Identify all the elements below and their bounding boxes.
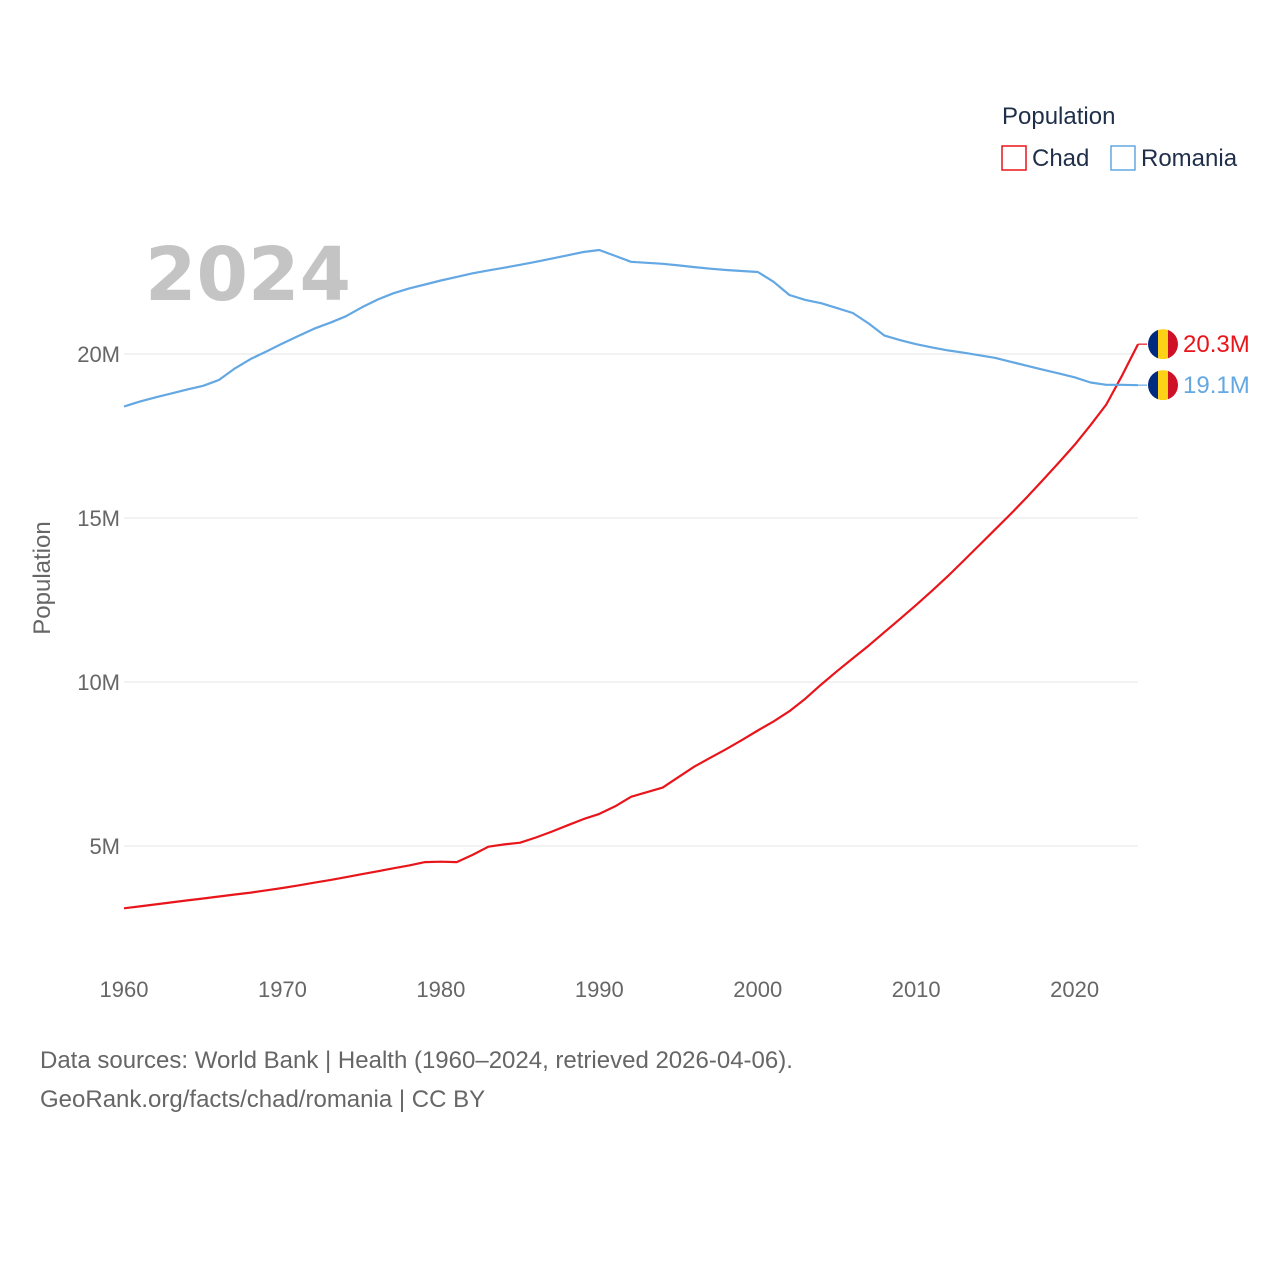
y-tick-label: 20M	[77, 342, 120, 367]
y-axis-title: Population	[29, 521, 56, 634]
x-tick-label: 2010	[892, 977, 941, 1002]
flag-icon	[1148, 370, 1178, 401]
x-tick-label: 2020	[1050, 977, 1099, 1002]
legend-item-chad[interactable]: Chad	[1001, 145, 1089, 172]
x-tick-label: 1970	[258, 977, 307, 1002]
legend-label-romania: Romania	[1141, 145, 1238, 172]
legend-swatch-romania	[1110, 145, 1136, 171]
end-value-label-chad: 20.3M	[1183, 331, 1250, 358]
flag-icon	[1148, 329, 1178, 360]
legend-title: Population	[1002, 103, 1115, 130]
x-tick-label: 1980	[416, 977, 465, 1002]
end-value-label-romania: 19.1M	[1183, 372, 1250, 399]
legend: Population Chad Romania	[1001, 103, 1238, 172]
x-tick-label: 2000	[733, 977, 782, 1002]
gridlines	[124, 353, 1138, 847]
y-tick-label: 10M	[77, 670, 120, 695]
attribution-line[interactable]: GeoRank.org/facts/chad/romania | CC BY	[40, 1086, 486, 1113]
legend-item-romania[interactable]: Romania	[1110, 145, 1238, 172]
end-labels: 20.3M 19.1M	[1138, 329, 1250, 401]
data-source-line: Data sources: World Bank | Health (1960–…	[40, 1047, 793, 1074]
y-tick-label: 15M	[77, 506, 120, 531]
legend-label-chad: Chad	[1032, 145, 1089, 172]
x-tick-label: 1990	[575, 977, 624, 1002]
series-line-romania[interactable]	[123, 248, 1139, 408]
series-line-chad[interactable]	[123, 343, 1139, 910]
x-axis-ticks: 1960 1970 1980 1990 2000 2010 2020	[100, 977, 1100, 1002]
y-tick-label: 5M	[89, 834, 120, 859]
x-tick-label: 1960	[100, 977, 149, 1002]
year-watermark: 2024	[145, 232, 351, 318]
y-axis-ticks: 5M 10M 15M 20M	[77, 342, 120, 859]
series-layer	[123, 248, 1139, 910]
legend-swatch-chad	[1001, 145, 1027, 171]
